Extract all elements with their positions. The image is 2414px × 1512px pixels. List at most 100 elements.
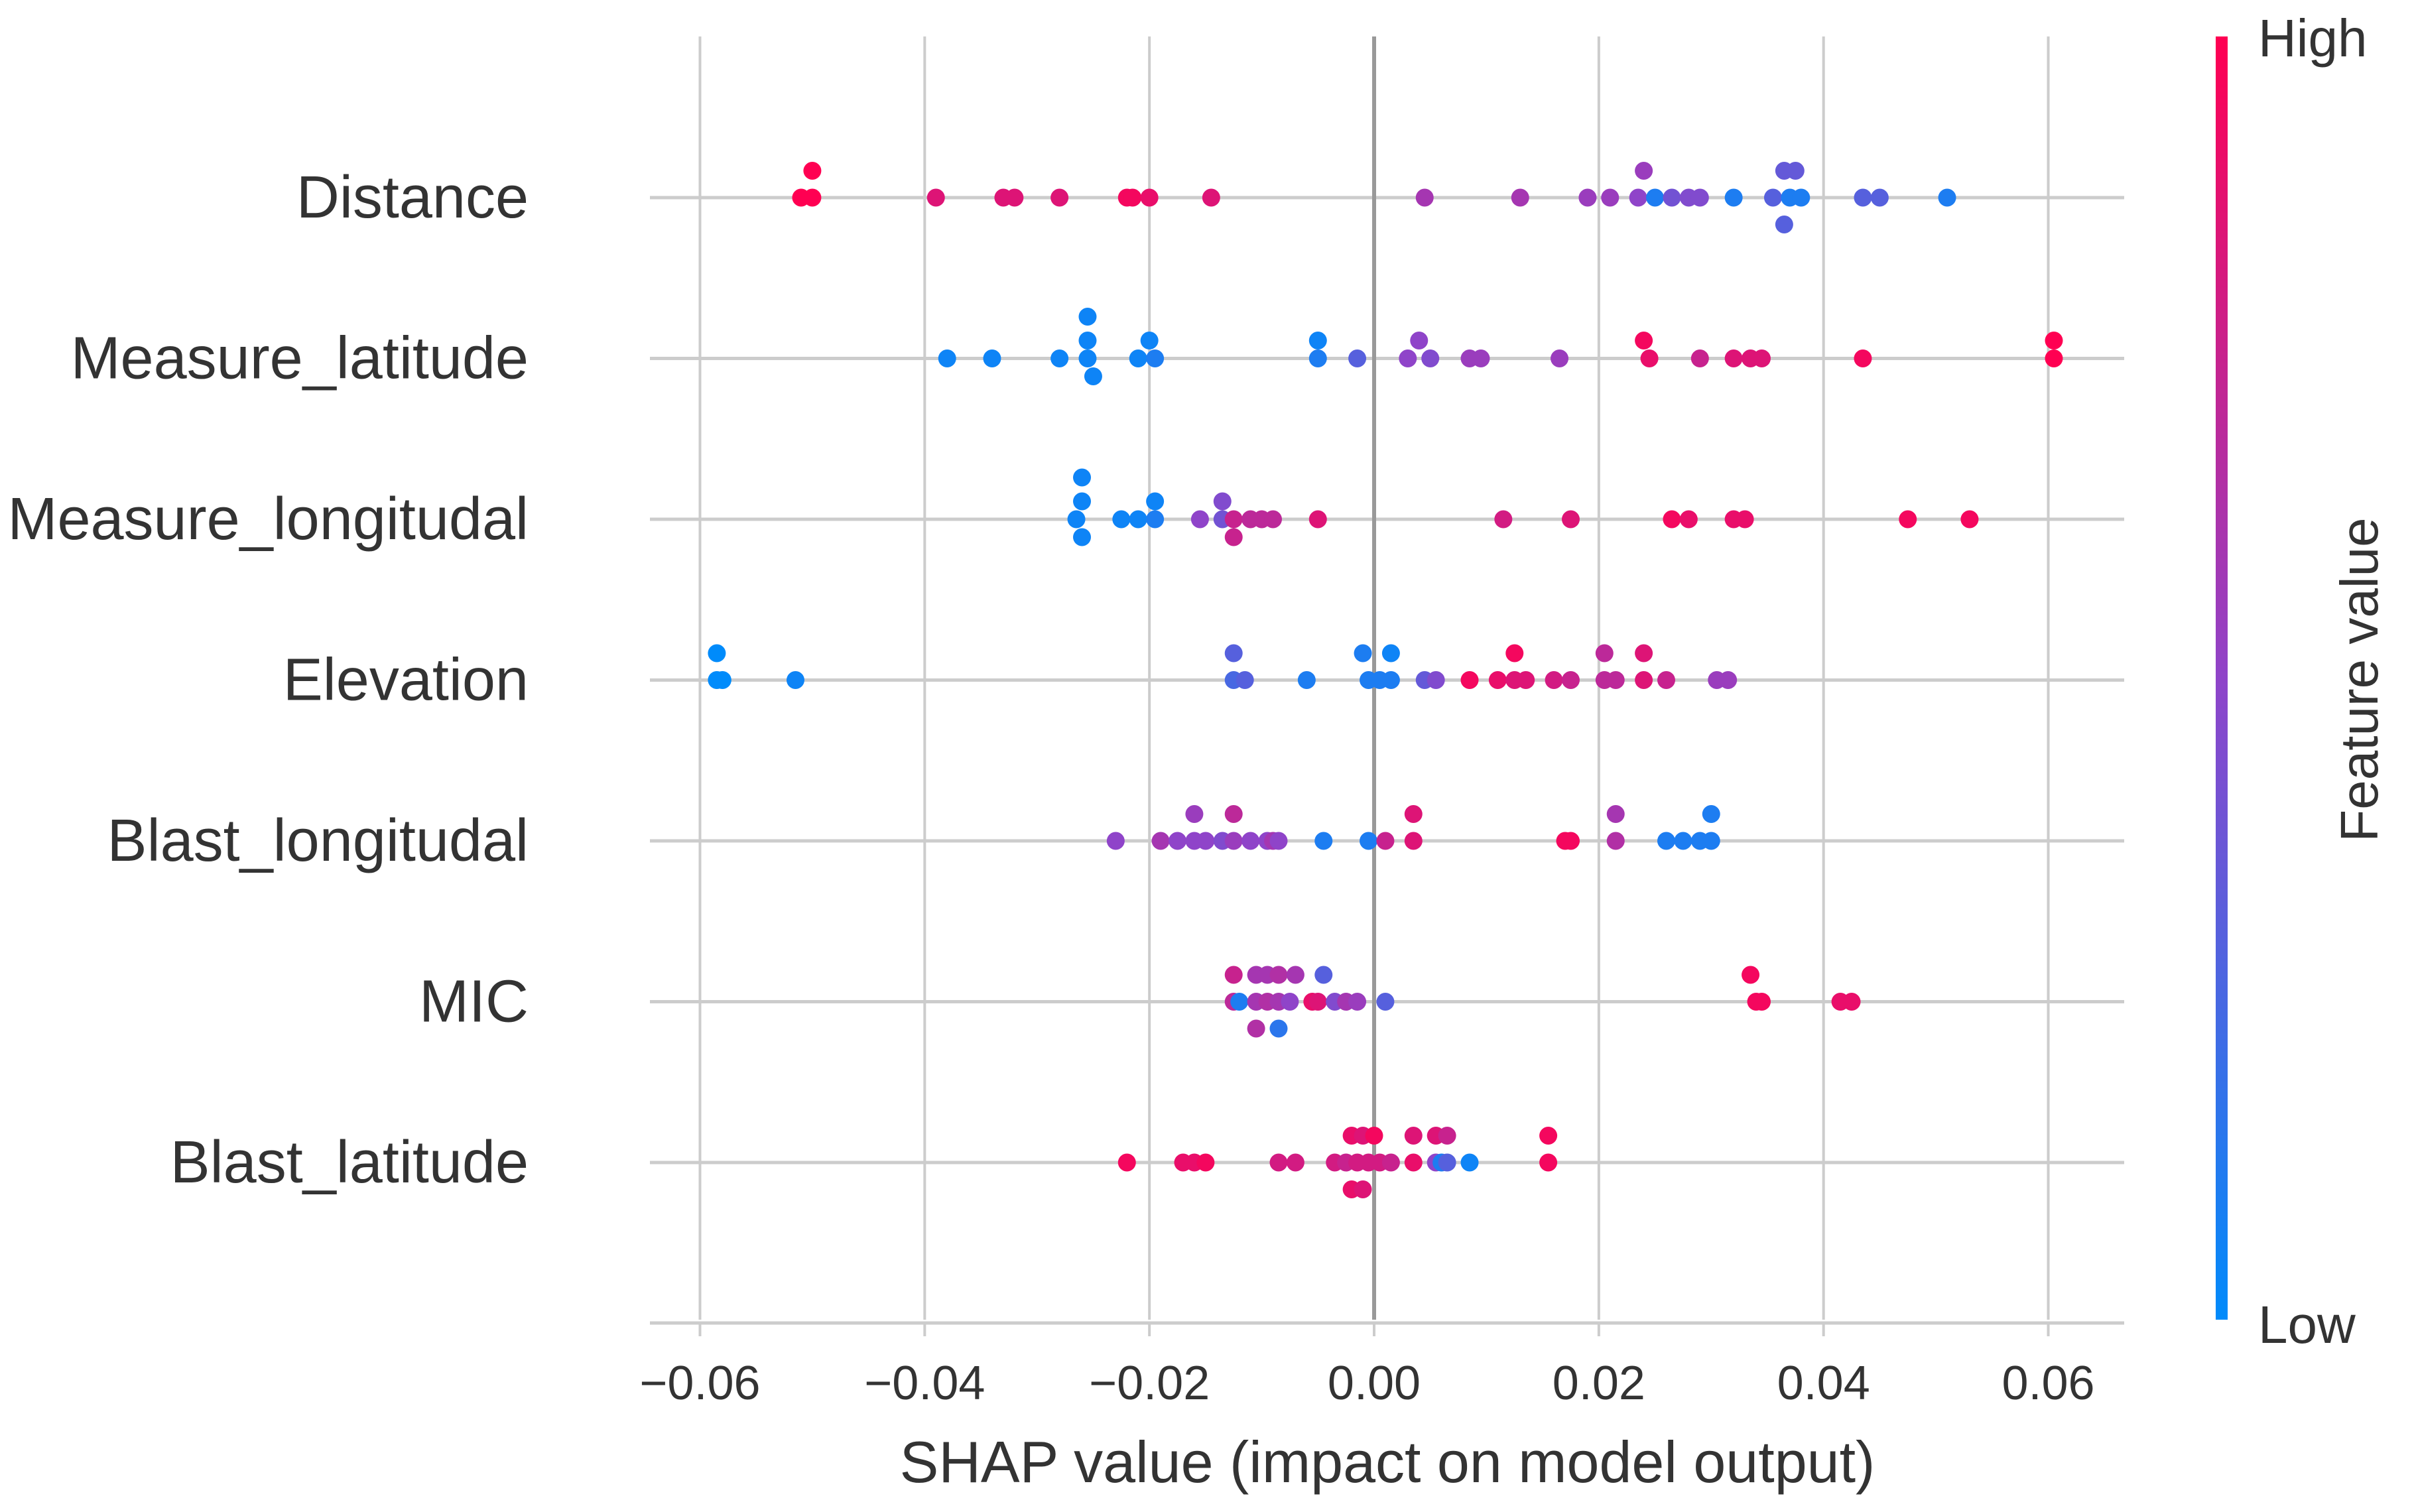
shap-point [1635, 671, 1653, 689]
shap-point [1551, 349, 1569, 367]
shap-point [1078, 308, 1097, 326]
shap-point [1724, 188, 1743, 207]
shap-point [1112, 510, 1131, 529]
shap-point [1629, 188, 1647, 207]
shap-point [1224, 528, 1243, 546]
shap-point [983, 349, 1001, 367]
shap-point [1129, 349, 1147, 367]
shap-point [1657, 671, 1675, 689]
shap-point [1224, 805, 1243, 823]
shap-point [1742, 966, 1760, 984]
shap-point [1354, 1180, 1372, 1198]
shap-point [1073, 528, 1092, 546]
shap-point [1169, 832, 1187, 850]
feature-label: Blast_latitude [170, 1129, 529, 1196]
shap-point [786, 671, 804, 689]
shap-point [803, 162, 822, 180]
shap-point [1663, 188, 1681, 207]
shap-point [1702, 805, 1720, 823]
shap-point [1663, 510, 1681, 529]
x-axis-title: SHAP value (impact on model output) [900, 1429, 1875, 1495]
shap-point [1674, 832, 1692, 850]
shap-point [1842, 993, 1861, 1011]
shap-point [1606, 671, 1625, 689]
shap-point [1460, 671, 1479, 689]
shap-point [1752, 349, 1771, 367]
shap-point [1348, 993, 1367, 1011]
shap-point [1269, 1153, 1288, 1172]
shap-point [708, 644, 726, 662]
x-tick-label: 0.02 [1553, 1357, 1645, 1410]
shap-point [1870, 188, 1889, 207]
shap-point [1472, 349, 1490, 367]
shap-point [1348, 349, 1367, 367]
shap-point [1539, 1127, 1558, 1145]
shap-point [1365, 1127, 1383, 1145]
shap-point [1938, 188, 1956, 207]
shap-point [1224, 510, 1243, 529]
shap-point [1775, 216, 1793, 233]
shap-point [1314, 966, 1333, 984]
shap-point [1702, 832, 1720, 850]
shap-point [1269, 832, 1288, 850]
shap-point [1224, 644, 1243, 662]
shap-point [713, 671, 731, 689]
shap-point [1308, 332, 1327, 349]
shap-point [1690, 349, 1709, 367]
shap-point [1084, 367, 1102, 385]
shap-point [1601, 188, 1620, 207]
shap-point [1427, 671, 1445, 689]
feature-label: Distance [296, 164, 529, 231]
shap-point [1202, 188, 1220, 207]
x-tick-label: −0.04 [864, 1357, 985, 1410]
shap-point [1264, 510, 1283, 529]
feature-label: Blast_longitudal [107, 808, 529, 874]
shap-point [1381, 644, 1400, 662]
shap-point [2045, 332, 2063, 349]
data-points [708, 162, 2063, 1198]
shap-point [1236, 671, 1254, 689]
shap-point [1854, 349, 1872, 367]
shap-point [1269, 1019, 1288, 1038]
shap-point [1690, 188, 1709, 207]
shap-point [1196, 1153, 1215, 1172]
shap-point [1539, 1153, 1558, 1172]
shap-point [1196, 832, 1215, 850]
shap-point [1657, 832, 1675, 850]
shap-point [1308, 993, 1327, 1011]
shap-point [1185, 805, 1204, 823]
x-tick-label: 0.06 [2001, 1357, 2094, 1410]
shap-point [1050, 349, 1069, 367]
shap-point [1505, 644, 1524, 662]
feature-labels: Distance Measure_latitude Measure_longitud… [7, 164, 529, 1196]
shap-point [1078, 349, 1097, 367]
shap-point [1297, 671, 1316, 689]
shap-point [926, 188, 945, 207]
shap-point [1438, 1153, 1456, 1172]
shap-point [1415, 188, 1434, 207]
shap-point [1140, 332, 1159, 349]
shap-point [803, 188, 822, 207]
shap-point [1073, 468, 1092, 487]
colorbar-title: Feature value [2330, 517, 2389, 842]
shap-point [1269, 966, 1288, 984]
shap-point [938, 349, 956, 367]
shap-point [1354, 644, 1372, 662]
shap-point [1117, 1153, 1136, 1172]
shap-point [1736, 510, 1754, 529]
shap-point [1146, 349, 1165, 367]
shap-point [1308, 510, 1327, 529]
shap-point [1381, 1153, 1400, 1172]
shap-point [1241, 832, 1260, 850]
colorbar: High Low Feature value [2216, 9, 2389, 1354]
shap-point [1404, 832, 1423, 850]
shap-point [1067, 510, 1086, 529]
x-tick-label: 0.04 [1777, 1357, 1870, 1410]
feature-label: Elevation [283, 647, 529, 714]
shap-point [1679, 510, 1698, 529]
shap-point [1488, 671, 1507, 689]
shap-point [1545, 671, 1563, 689]
feature-label: Measure_latitude [71, 326, 529, 392]
shap-point [1404, 1127, 1423, 1145]
shap-point [2045, 349, 2063, 367]
